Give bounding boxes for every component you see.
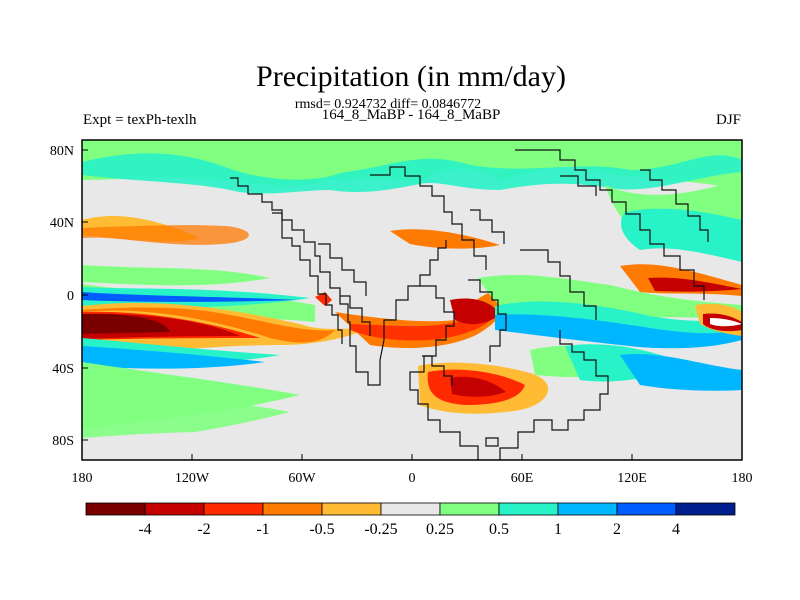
southern-gray-area: [82, 392, 742, 460]
latitude-label-80n: 80N: [50, 144, 74, 159]
legend-label-7: 0.5: [489, 521, 509, 538]
legend-color-swatch-3: [203, 502, 264, 516]
color-legend: -4 -2 -1 -0.5 -0.25 0.25 0.5 1 2 4: [85, 502, 736, 538]
legend-color-swatch-5: [321, 502, 382, 516]
longitude-label-120w: 120W: [175, 471, 210, 486]
southern-pacific-blue-area: [620, 353, 742, 391]
northern-cyan-band: [82, 153, 742, 194]
longitude-tick-group: [81, 454, 743, 460]
south-asia-outline: [520, 249, 597, 320]
south-africa-dark-red-core: [450, 376, 506, 397]
north-pacific-cyan: [620, 208, 742, 262]
south-pacific-orange-core: [82, 307, 335, 343]
japan-kamchatka-outline: [640, 169, 709, 242]
longitude-label-0: 0: [409, 471, 416, 486]
legend-color-swatch-6: [380, 502, 441, 516]
southern-blue-band: [82, 346, 265, 369]
latitude-tick-group: [82, 149, 88, 441]
legend-label-6: 0.25: [426, 521, 454, 538]
legend-color-swatch-2: [144, 502, 205, 516]
precipitation-field: [82, 140, 742, 460]
andes-red-spot: [315, 292, 332, 306]
eurasia-coast-west: [370, 166, 487, 270]
latitude-label-80s: 80S: [52, 434, 74, 449]
longitude-label-60w: 60W: [288, 471, 316, 486]
longitude-label-180-left: 180: [72, 471, 93, 486]
asia-outline: [515, 149, 705, 300]
longitude-label-60e: 60E: [511, 471, 534, 486]
comparison-label: 164_8_MaBP - 164_8_MaBP: [322, 107, 501, 123]
latitude-label-40s: 40S: [52, 362, 74, 377]
south-america-north-outline: [340, 295, 371, 336]
africa-dark-red-spot: [450, 298, 500, 325]
legend-label-8: 1: [554, 521, 562, 538]
legend-label-2: -2: [197, 521, 210, 538]
europe-outline: [470, 209, 505, 244]
season-label: DJF: [716, 112, 741, 128]
chart-title: Precipitation (in mm/day): [256, 60, 566, 93]
island-outline: [485, 437, 499, 447]
stats-text: rmsd= 0.924732 diff= 0.0846772: [295, 97, 481, 112]
americas-west-coast: [230, 177, 447, 386]
equatorial-green-band-west: [82, 265, 270, 286]
latitude-label-40n: 40N: [50, 216, 74, 231]
madagascar-outline: [422, 355, 453, 386]
longitude-label-180-right: 180: [732, 471, 753, 486]
legend-label-10: 4: [672, 521, 680, 538]
south-pacific-darkest-red: [82, 313, 170, 334]
indian-ocean-blue-band: [495, 314, 742, 349]
north-pacific-red-spot: [648, 277, 742, 292]
legend-label-9: 2: [613, 521, 621, 538]
atlantic-warm-band: [390, 229, 500, 249]
legend-color-swatch-9: [557, 502, 618, 516]
legend-label-1: -4: [138, 521, 151, 538]
experiment-label: Expt = texPh-texlh: [83, 112, 197, 128]
africa-east-coast: [468, 279, 507, 362]
east-pacific-white-core: [710, 318, 742, 327]
americas-east-coast: [272, 212, 343, 344]
north-american-red-trace: [82, 225, 249, 245]
legend-color-swatch-4: [262, 502, 323, 516]
legend-label-4: -0.5: [309, 521, 334, 538]
legend-label-3: -1: [256, 521, 269, 538]
latitude-label-0: 0: [67, 289, 74, 304]
coastline-outline-group: [230, 149, 709, 460]
legend-color-swatch-1: [85, 502, 146, 516]
legend-color-swatch-11: [675, 502, 736, 516]
longitude-label-120e: 120E: [617, 471, 647, 486]
legend-color-swatch-10: [616, 502, 677, 516]
equatorial-blue-band: [82, 292, 300, 302]
map-area: 80N 40N 0 40S 80S 180 120W 60W 0 60E 120…: [50, 139, 753, 486]
africa-outline: [409, 285, 609, 460]
legend-label-5: -0.25: [364, 521, 397, 538]
caribbean-outline: [318, 243, 367, 296]
south-atlantic-red-band: [350, 308, 500, 341]
legend-color-swatch-7: [439, 502, 500, 516]
siberia-outline: [560, 175, 597, 196]
legend-color-swatch-8: [498, 502, 559, 516]
